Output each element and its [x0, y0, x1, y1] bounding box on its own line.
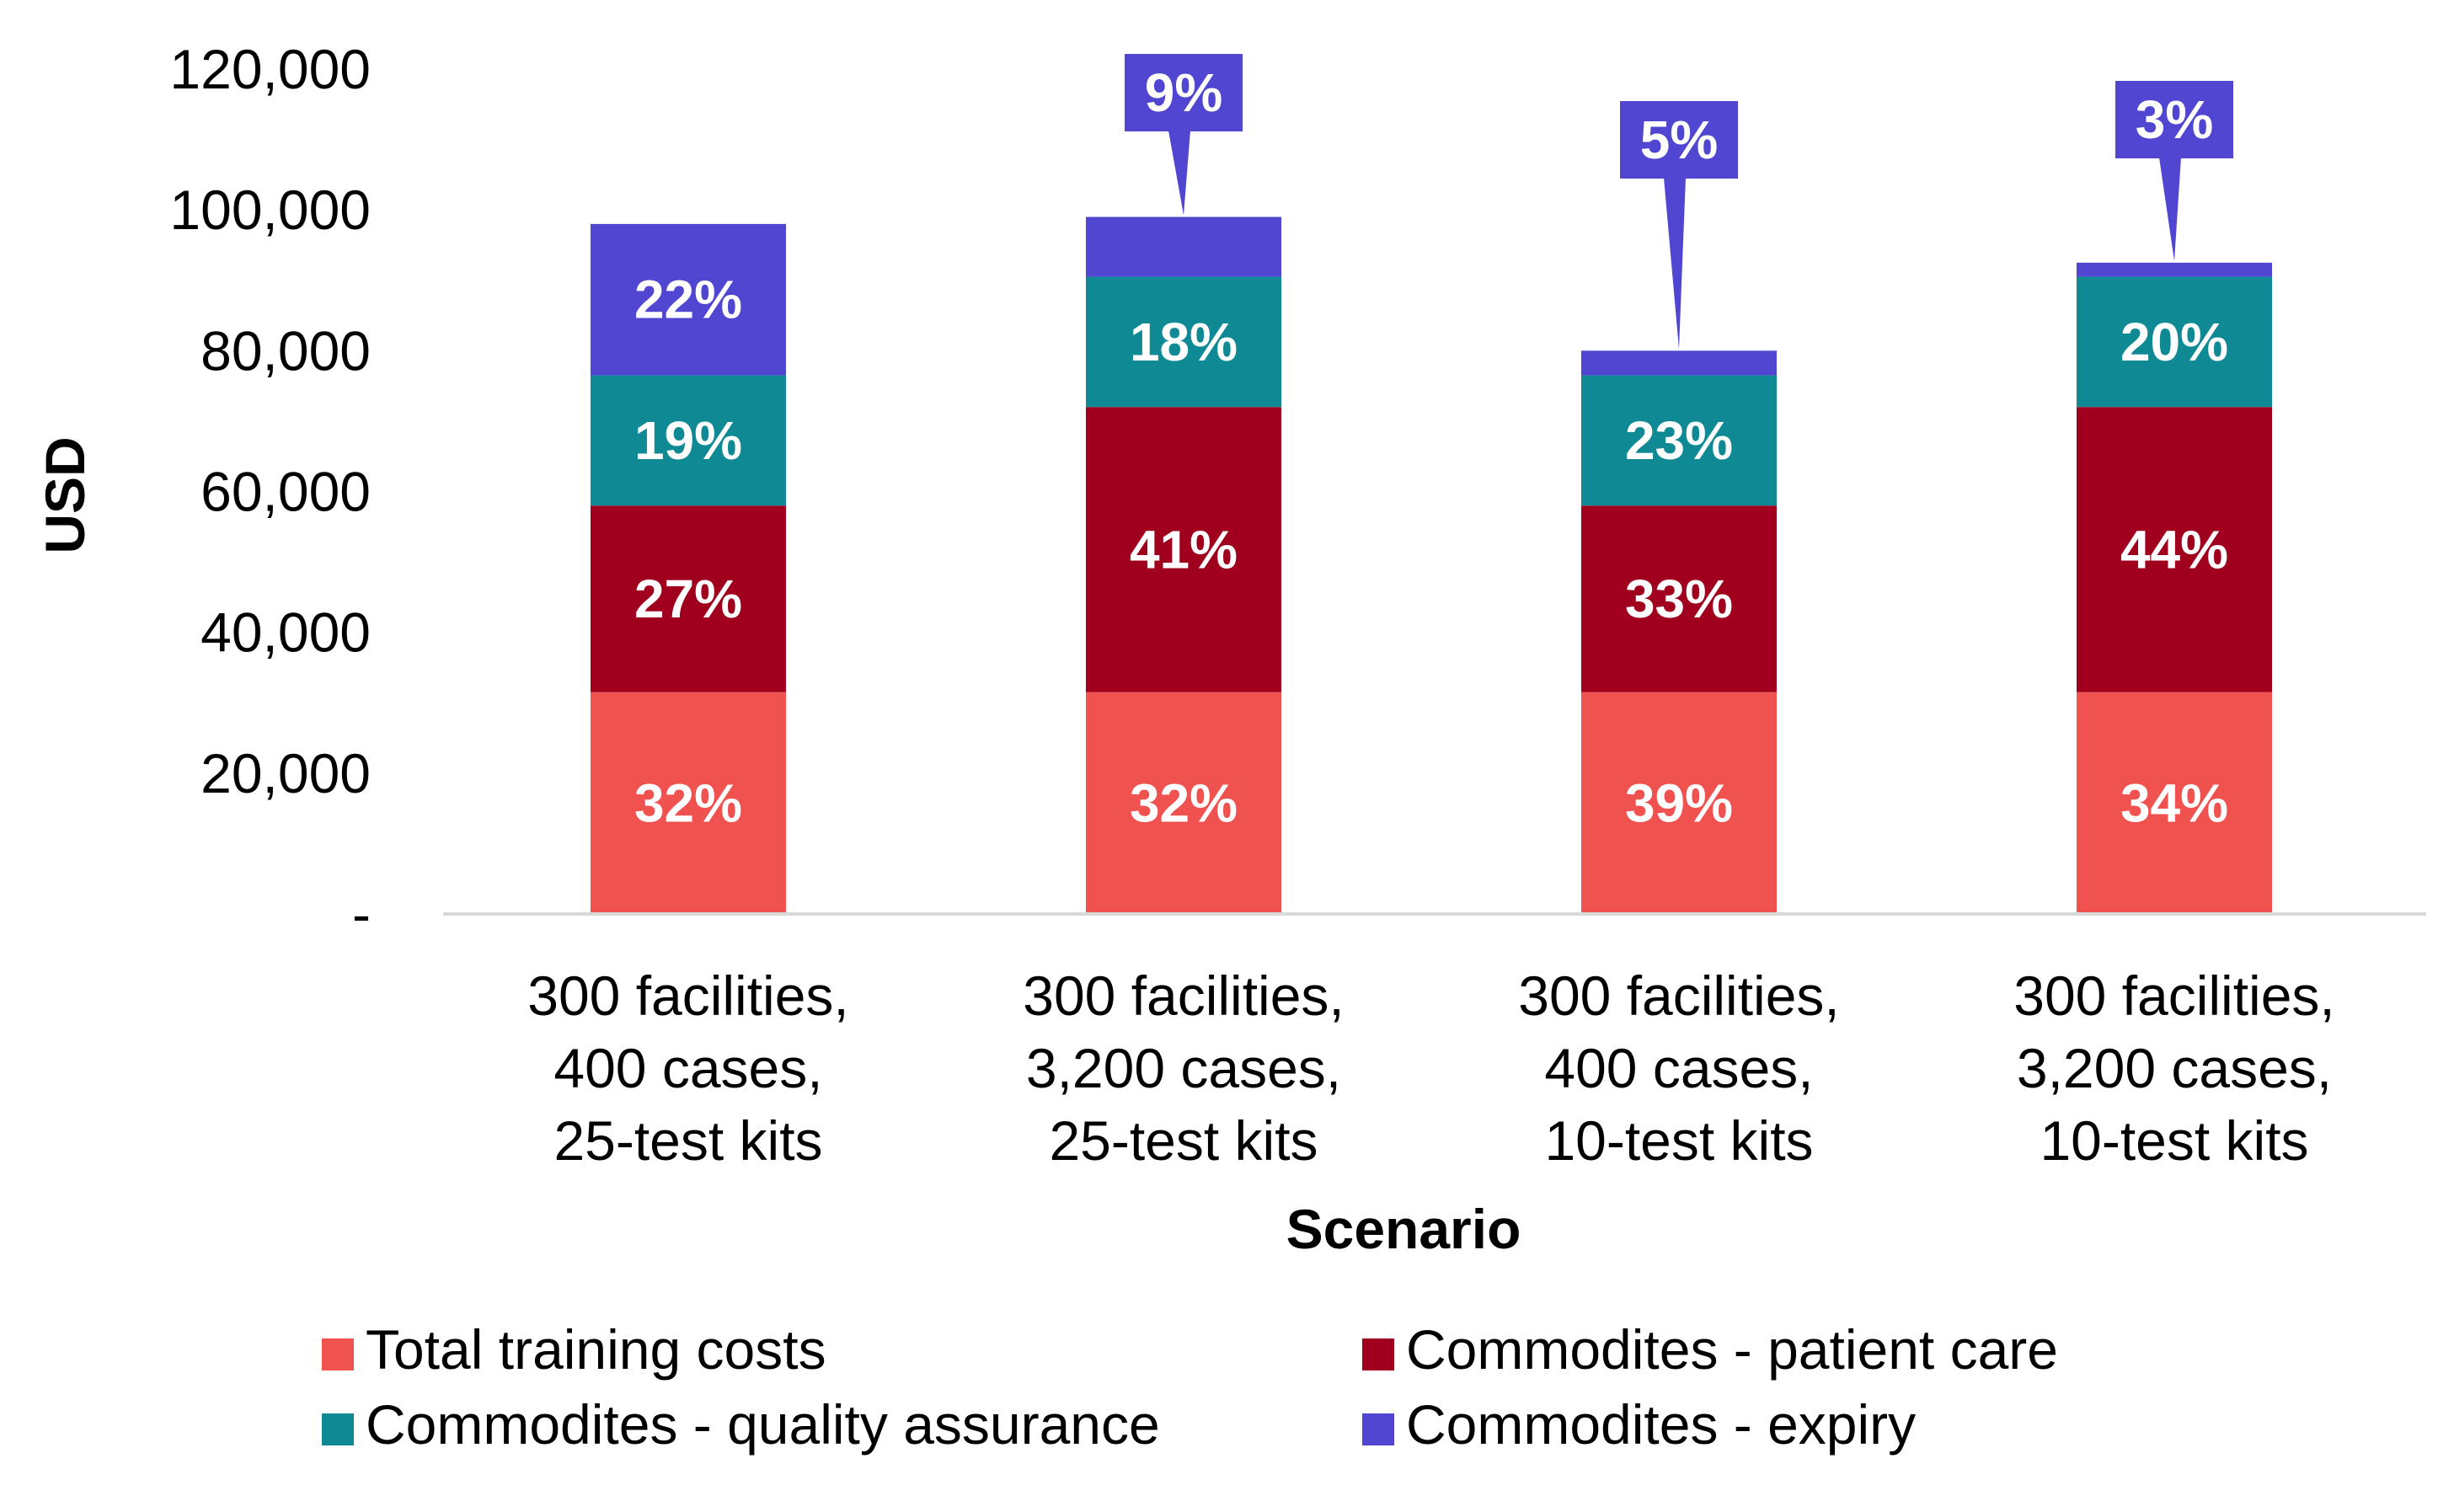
y-tick-label: 80,000 [200, 319, 371, 382]
y-tick-label: - [352, 883, 371, 945]
callout-pointer [1168, 131, 1190, 216]
bar-segment [591, 692, 786, 914]
callout-box [2115, 81, 2233, 158]
data-label: 32% [1130, 772, 1238, 833]
legend-swatch [1362, 1338, 1394, 1370]
bar-segment [591, 223, 786, 376]
y-tick-label: 20,000 [200, 742, 371, 804]
legend: Total training costs Commodites - patient… [322, 1318, 2058, 1456]
x-tick-label: 300 facilities, [2013, 964, 2335, 1027]
bar-segment [1581, 692, 1777, 914]
y-tick-label: 100,000 [169, 179, 371, 241]
data-label: 19% [634, 410, 742, 471]
legend-label: Commodites - expiry [1406, 1393, 1916, 1456]
legend-label: Commodites - quality assurance [366, 1393, 1160, 1456]
x-axis-title: Scenario [1286, 1198, 1521, 1260]
bar-segment [1581, 350, 1777, 376]
data-label: 32% [634, 772, 742, 833]
data-label: 5% [1640, 110, 1719, 170]
bar-segment [591, 505, 786, 692]
data-label: 27% [634, 569, 742, 629]
x-tick-label: 400 cases, [1544, 1037, 1813, 1099]
bar-segment [1581, 505, 1777, 692]
y-axis-title: USD [34, 436, 96, 553]
legend-swatch [322, 1338, 354, 1370]
x-tick-label: 300 facilities, [1023, 964, 1345, 1027]
data-label: 3% [2136, 89, 2214, 150]
legend-label: Commodites - patient care [1406, 1318, 2058, 1381]
bar-segment [2077, 692, 2272, 914]
legend-swatch [322, 1413, 354, 1445]
x-tick-label: 10-test kits [1544, 1109, 1813, 1172]
bar-segment [1581, 375, 1777, 506]
data-label: 23% [1625, 410, 1733, 471]
callout-box [1125, 54, 1243, 131]
x-tick-label: 300 facilities, [1518, 964, 1840, 1027]
bar-segment [2077, 262, 2272, 277]
bar-segment [1086, 692, 1281, 914]
callout-pointer [1664, 178, 1686, 350]
data-label: 20% [2120, 312, 2228, 372]
bar-segment [2077, 407, 2272, 692]
x-tick-label: 25-test kits [553, 1109, 822, 1172]
y-tick-label: 40,000 [200, 601, 371, 664]
x-tick-label: 3,200 cases, [2017, 1037, 2332, 1099]
data-label: 44% [2120, 519, 2228, 580]
callout-pointer [2159, 158, 2181, 261]
x-tick-label: 25-test kits [1049, 1109, 1318, 1172]
callout-box [1620, 101, 1738, 179]
y-tick-label: 60,000 [200, 461, 371, 523]
data-label: 18% [1130, 312, 1238, 372]
data-label: 22% [634, 270, 742, 330]
data-label: 39% [1625, 772, 1733, 833]
data-label: 41% [1130, 519, 1238, 580]
x-axis-categories: 300 facilities, 400 cases, 25-test kits 300… [527, 964, 2335, 1172]
x-tick-label: 400 cases, [553, 1037, 822, 1099]
x-tick-label: 300 facilities, [527, 964, 849, 1027]
bar-segment [1086, 407, 1281, 692]
data-label: 33% [1625, 569, 1733, 629]
bar-segment [2077, 276, 2272, 408]
y-tick-label: 120,000 [169, 38, 371, 100]
bar-segment [1086, 216, 1281, 277]
bars: 32% 27% 19% 22% 32% 41% 18% 9% 39% 33% 23% 5% 34% 44%… [591, 54, 2272, 914]
legend-swatch [1362, 1413, 1394, 1445]
bar-segment [1086, 276, 1281, 408]
legend-label: Total training costs [366, 1318, 826, 1381]
y-axis: - 20,000 40,000 60,000 80,000 100,000 120,000 [169, 38, 371, 945]
x-tick-label: 3,200 cases, [1026, 1037, 1341, 1099]
bar-segment [591, 375, 786, 506]
data-label: 9% [1145, 62, 1223, 123]
x-tick-label: 10-test kits [2040, 1109, 2308, 1172]
data-label: 34% [2120, 772, 2228, 833]
